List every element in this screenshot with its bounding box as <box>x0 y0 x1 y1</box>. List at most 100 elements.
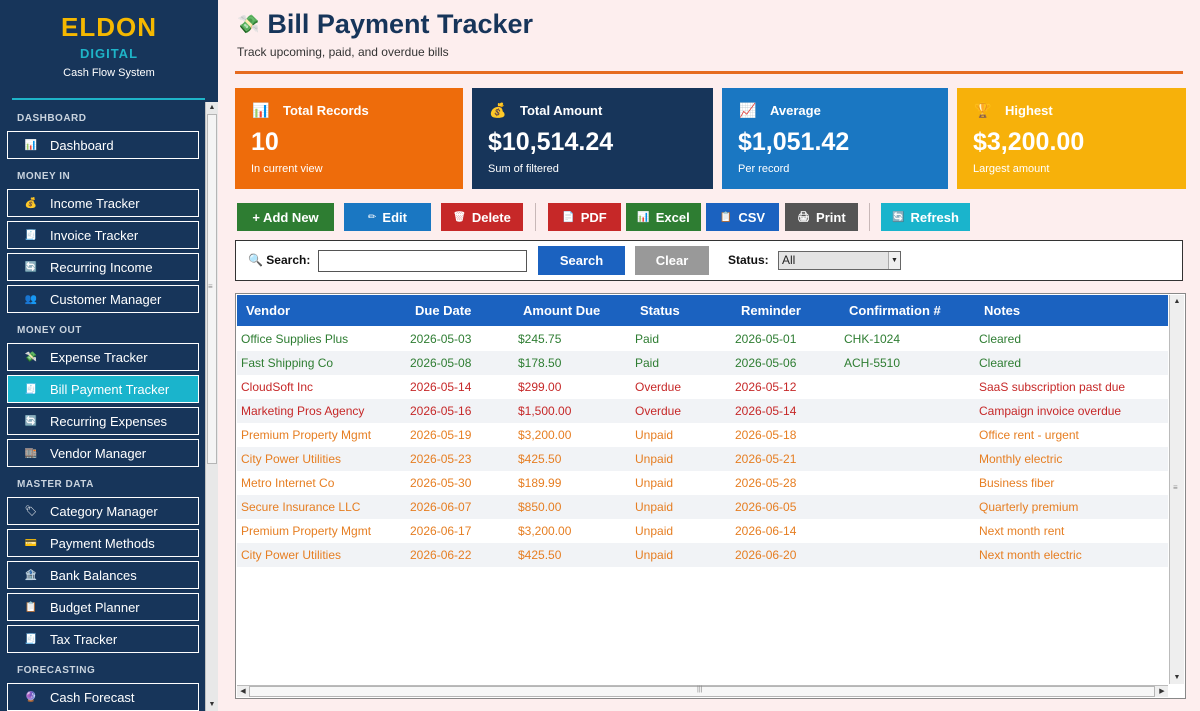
sidebar-item-cash-forecast[interactable]: 🔮 Cash Forecast <box>7 683 199 711</box>
cell-notes: Monthly electric <box>979 452 1063 466</box>
delete-label: Delete <box>471 209 511 225</box>
card-value: $3,200.00 <box>973 128 1085 156</box>
table-row[interactable]: City Power Utilities 2026-06-22 $425.50 Unp… <box>237 543 1168 567</box>
search-label-text: Search: <box>266 253 311 267</box>
column-header-status[interactable]: Status <box>640 303 680 318</box>
scroll-left-icon[interactable]: ◀ <box>240 688 246 695</box>
cell-due: 2026-06-22 <box>410 548 472 562</box>
sidebar-item-label: Recurring Expenses <box>50 413 168 429</box>
print-label: Print <box>816 209 846 225</box>
page-subtitle: Track upcoming, paid, and overdue bills <box>237 45 449 59</box>
column-header-due-date[interactable]: Due Date <box>415 303 472 318</box>
pdf-button[interactable]: 📄 PDF <box>548 203 621 231</box>
scrollbar-thumb[interactable] <box>249 686 1155 697</box>
main-content: 💸 Bill Payment Tracker Track upcoming, p… <box>218 0 1200 711</box>
sidebar-item-vendor-manager[interactable]: 🏬 Vendor Manager <box>7 439 199 467</box>
column-header-vendor[interactable]: Vendor <box>246 303 291 318</box>
sidebar-item-tax-tracker[interactable]: 🧾 Tax Tracker <box>7 625 199 653</box>
cell-conf: ACH-5510 <box>844 356 901 370</box>
cell-reminder: 2026-05-18 <box>735 428 797 442</box>
delete-button[interactable]: 🗑 Delete <box>441 203 523 231</box>
edit-button[interactable]: ✏ Edit <box>344 203 431 231</box>
scroll-right-icon[interactable]: ▶ <box>1159 688 1165 695</box>
scroll-up-icon[interactable]: ▲ <box>1173 298 1181 305</box>
excel-button[interactable]: 📊 Excel <box>626 203 701 231</box>
column-header-amount-due[interactable]: Amount Due <box>523 303 601 318</box>
cell-status: Paid <box>635 356 660 370</box>
sidebar-item-payment-methods[interactable]: 💳 Payment Methods <box>7 529 199 557</box>
sidebar-item-customer-manager[interactable]: 👥 Customer Manager <box>7 285 199 313</box>
cell-due: 2026-05-19 <box>410 428 472 442</box>
chevron-down-icon[interactable]: ▼ <box>888 252 900 269</box>
status-select-value: All <box>782 253 796 267</box>
refresh-button[interactable]: 🔄 Refresh <box>881 203 970 231</box>
sidebar-section-header: DASHBOARD <box>17 113 87 124</box>
table-vertical-scrollbar[interactable]: ▲ ≡ ▼ <box>1169 295 1184 684</box>
clear-button[interactable]: Clear <box>635 246 709 275</box>
sidebar-item-bill-payment-tracker[interactable]: 🧾 Bill Payment Tracker <box>7 375 199 403</box>
grip-icon: ≡ <box>208 282 213 291</box>
table-row[interactable]: CloudSoft Inc 2026-05-14 $299.00 Overdue 202… <box>237 375 1168 399</box>
table-row[interactable]: Premium Property Mgmt 2026-05-19 $3,200.00… <box>237 423 1168 447</box>
column-header-confirmation[interactable]: Confirmation # <box>849 303 941 318</box>
card-value: $1,051.42 <box>738 128 850 156</box>
cell-notes: Office rent - urgent <box>979 428 1079 442</box>
status-select[interactable]: All ▼ <box>778 251 901 270</box>
column-header-reminder[interactable]: Reminder <box>741 303 801 318</box>
card-value: 10 <box>251 128 279 156</box>
cell-status: Unpaid <box>635 524 674 538</box>
sidebar-item-recurring-expenses[interactable]: 🔄 Recurring Expenses <box>7 407 199 435</box>
card-average: 📈 Average $1,051.42 Per record <box>722 88 948 189</box>
cell-due: 2026-05-03 <box>410 332 472 346</box>
sidebar-item-income-tracker[interactable]: 💰 Income Tracker <box>7 189 199 217</box>
table-row[interactable]: Secure Insurance LLC 2026-06-07 $850.00 Unp… <box>237 495 1168 519</box>
sidebar-item-expense-tracker[interactable]: 💸 Expense Tracker <box>7 343 199 371</box>
card-note: In current view <box>251 163 323 175</box>
sidebar-scrollbar[interactable]: ▲ ≡ ▼ <box>205 102 218 711</box>
chart-icon: 📊 <box>24 139 38 151</box>
sidebar-item-label: Budget Planner <box>50 599 140 615</box>
cell-notes: SaaS subscription past due <box>979 380 1126 394</box>
scroll-down-icon[interactable]: ▼ <box>208 701 216 708</box>
table-row[interactable]: Office Supplies Plus 2026-05-03 $245.75 Pai… <box>237 327 1168 351</box>
table-row[interactable]: Fast Shipping Co 2026-05-08 $178.50 Paid 202… <box>237 351 1168 375</box>
cell-due: 2026-05-16 <box>410 404 472 418</box>
money-bag-icon: 💰 <box>24 197 38 209</box>
sidebar-nav: DASHBOARD 📊 Dashboard MONEY IN 💰 Income Track… <box>0 102 205 711</box>
search-button[interactable]: Search <box>538 246 625 275</box>
card-note: Largest amount <box>973 163 1050 175</box>
card-highest: 🏆 Highest $3,200.00 Largest amount <box>957 88 1186 189</box>
clipboard-icon: 📋 <box>24 601 38 613</box>
sidebar-item-budget-planner[interactable]: 📋 Budget Planner <box>7 593 199 621</box>
table-row[interactable]: City Power Utilities 2026-05-23 $425.50 Unp… <box>237 447 1168 471</box>
sidebar-item-recurring-income[interactable]: 🔄 Recurring Income <box>7 253 199 281</box>
sidebar-item-label: Income Tracker <box>50 195 140 211</box>
table-row[interactable]: Premium Property Mgmt 2026-06-17 $3,200.00… <box>237 519 1168 543</box>
scroll-down-icon[interactable]: ▼ <box>1173 674 1181 681</box>
scrollbar-thumb[interactable] <box>207 114 217 464</box>
sidebar-item-dashboard[interactable]: 📊 Dashboard <box>7 131 199 159</box>
scroll-up-icon[interactable]: ▲ <box>208 104 216 111</box>
sidebar-item-bank-balances[interactable]: 🏦 Bank Balances <box>7 561 199 589</box>
card-title: Total Records <box>283 103 369 118</box>
search-label: 🔍 Search: <box>248 253 310 267</box>
table-row[interactable]: Marketing Pros Agency 2026-05-16 $1,500.00… <box>237 399 1168 423</box>
tag-icon: 🏷 <box>24 505 38 517</box>
cell-status: Overdue <box>635 380 682 394</box>
cell-amount: $245.75 <box>518 332 562 346</box>
print-button[interactable]: 🖨 Print <box>785 203 858 231</box>
sidebar-item-label: Category Manager <box>50 503 158 519</box>
add-new-button[interactable]: + Add New <box>237 203 334 231</box>
cell-notes: Next month electric <box>979 548 1082 562</box>
sidebar-item-category-manager[interactable]: 🏷 Category Manager <box>7 497 199 525</box>
csv-button[interactable]: 📋 CSV <box>706 203 779 231</box>
table-horizontal-scrollbar[interactable]: ◀ ||| ▶ <box>237 685 1168 697</box>
trophy-icon: 🏆 <box>974 102 992 118</box>
sidebar-item-invoice-tracker[interactable]: 🧾 Invoice Tracker <box>7 221 199 249</box>
cell-status: Unpaid <box>635 452 674 466</box>
table-row[interactable]: Metro Internet Co 2026-05-30 $189.99 Unpaid… <box>237 471 1168 495</box>
sidebar-item-label: Dashboard <box>50 137 114 153</box>
search-input[interactable] <box>318 250 527 272</box>
table-header: Vendor Due Date Amount Due Status Remind… <box>237 295 1168 326</box>
column-header-notes[interactable]: Notes <box>984 303 1021 318</box>
